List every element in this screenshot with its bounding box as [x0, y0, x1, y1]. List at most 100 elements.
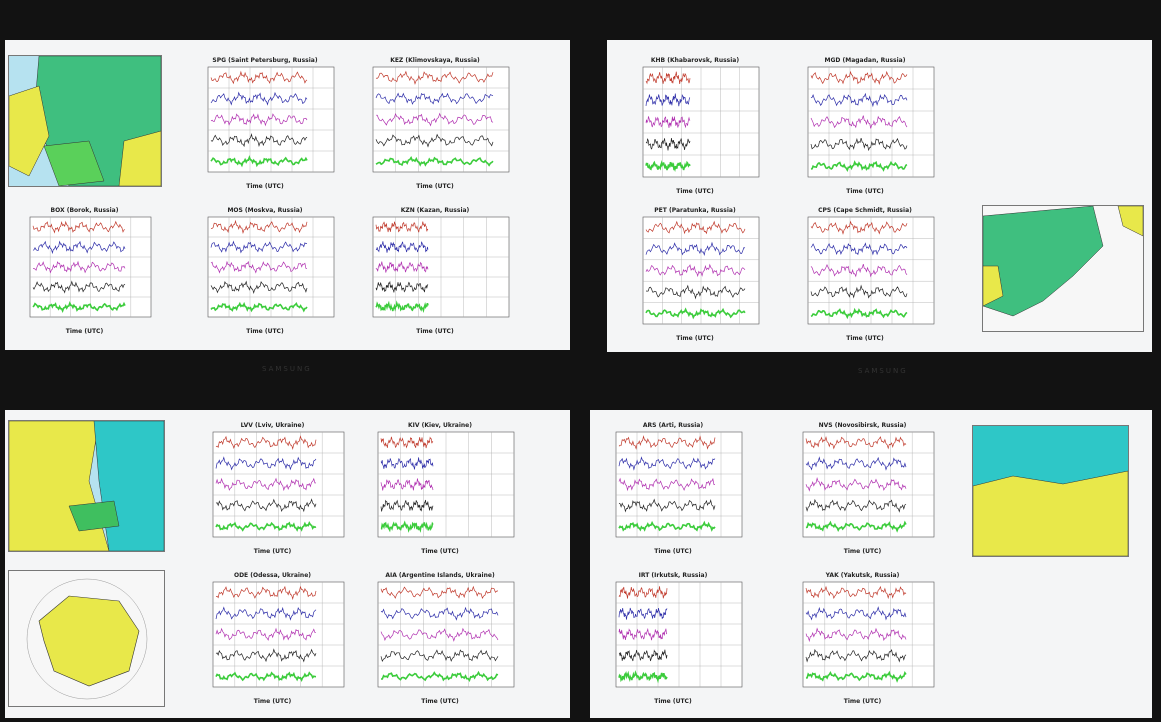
map — [982, 205, 1144, 332]
plot-title: KIV (Kiev, Ukraine) — [408, 422, 472, 429]
trace — [215, 627, 317, 641]
trace — [618, 520, 716, 532]
trace — [32, 220, 126, 234]
trace — [210, 260, 308, 274]
x-axis-label: Time (UTC) — [654, 548, 692, 555]
x-axis-label: Time (UTC) — [846, 188, 884, 195]
plot-title: KEZ (Klimovskaya, Russia) — [390, 57, 480, 64]
brand: SAMSUNG — [262, 365, 312, 373]
trace — [805, 456, 907, 471]
plot: MOS (Moskva, Russia) Time (UTC) — [207, 207, 335, 335]
plot-title: NVS (Novosibirsk, Russia) — [819, 422, 907, 429]
trace — [645, 241, 746, 257]
trace — [210, 155, 308, 168]
plot: PET (Paratunka, Russia) Time (UTC) — [642, 207, 760, 342]
trace — [375, 133, 494, 148]
plot: KHB (Khabarovsk, Russia) Time (UTC) — [642, 57, 760, 195]
plot: NVS (Novosibirsk, Russia) Time (UTC) — [802, 422, 935, 555]
plot-title: BOX (Borok, Russia) — [51, 207, 119, 214]
trace — [810, 220, 908, 235]
plot: AIA (Argentine Islands, Ukraine) Time (UT… — [377, 572, 515, 705]
map — [8, 55, 162, 187]
trace — [805, 648, 907, 663]
trace — [215, 671, 317, 683]
trace — [645, 263, 746, 278]
plot: IRT (Irkutsk, Russia) Time (UTC) — [615, 572, 743, 705]
plot-title: KZN (Kazan, Russia) — [401, 207, 470, 214]
trace — [805, 627, 907, 643]
trace — [618, 649, 668, 662]
trace — [32, 280, 126, 294]
plot-title: MGD (Magadan, Russia) — [825, 57, 906, 64]
plot-title: YAK (Yakutsk, Russia) — [825, 572, 900, 579]
plot-title: PET (Paratunka, Russia) — [654, 207, 736, 214]
trace — [810, 264, 908, 278]
trace — [376, 112, 494, 127]
trace — [380, 585, 499, 599]
trace — [210, 91, 308, 106]
trace — [645, 159, 691, 172]
trace — [805, 606, 907, 621]
plot: SPG (Saint Petersburg, Russia) Time (UTC) — [207, 57, 335, 190]
trace — [381, 670, 499, 683]
trace — [805, 436, 907, 450]
trace — [380, 436, 434, 449]
trace — [210, 280, 308, 295]
trace — [645, 137, 691, 151]
trace — [810, 307, 908, 320]
trace — [32, 240, 126, 255]
plot: LVV (Lviv, Ukraine) Time (UTC) — [212, 422, 345, 555]
plot: BOX (Borok, Russia) Time (UTC) — [29, 207, 152, 335]
trace — [210, 113, 308, 127]
plot: KEZ (Klimovskaya, Russia) Time (UTC) — [372, 57, 510, 190]
trace — [375, 221, 429, 233]
x-axis-label: Time (UTC) — [844, 698, 882, 705]
map — [972, 425, 1129, 557]
trace — [645, 307, 746, 320]
trace — [375, 92, 494, 105]
trace — [210, 301, 308, 313]
trace — [645, 71, 691, 85]
x-axis-label: Time (UTC) — [246, 328, 284, 335]
trace — [215, 435, 317, 451]
x-axis-label: Time (UTC) — [66, 328, 104, 335]
trace — [618, 586, 668, 599]
trace — [805, 670, 907, 683]
trace — [215, 520, 317, 532]
x-axis-label: Time (UTC) — [421, 548, 459, 555]
trace — [645, 220, 746, 235]
x-axis-label: Time (UTC) — [416, 183, 454, 190]
plot: YAK (Yakutsk, Russia) Time (UTC) — [802, 572, 935, 705]
trace — [810, 160, 908, 173]
trace — [375, 241, 429, 253]
x-axis-label: Time (UTC) — [676, 188, 714, 195]
map — [8, 420, 165, 552]
trace — [618, 456, 716, 471]
x-axis-label: Time (UTC) — [654, 698, 692, 705]
trace — [380, 499, 434, 512]
x-axis-label: Time (UTC) — [676, 335, 714, 342]
plot: KIV (Kiev, Ukraine) Time (UTC) — [377, 422, 515, 555]
trace — [645, 116, 691, 129]
trace — [32, 300, 126, 314]
trace — [380, 457, 434, 470]
plot: ODE (Odessa, Ukraine) Time (UTC) — [212, 572, 345, 705]
plot: KZN (Kazan, Russia) Time (UTC) — [372, 207, 510, 335]
plot-title: SPG (Saint Petersburg, Russia) — [212, 57, 317, 64]
trace — [810, 242, 908, 256]
x-axis-label: Time (UTC) — [844, 548, 882, 555]
trace — [215, 477, 317, 492]
trace — [618, 477, 716, 492]
trace — [810, 115, 908, 129]
trace — [210, 133, 308, 148]
trace — [810, 70, 908, 86]
trace — [810, 92, 908, 108]
trace — [380, 649, 499, 662]
trace — [375, 70, 494, 85]
trace — [375, 300, 429, 314]
trace — [805, 498, 907, 513]
trace — [32, 260, 126, 274]
plot-title: CPS (Cape Schmidt, Russia) — [818, 207, 912, 214]
plot-title: MOS (Moskva, Russia) — [227, 207, 302, 214]
